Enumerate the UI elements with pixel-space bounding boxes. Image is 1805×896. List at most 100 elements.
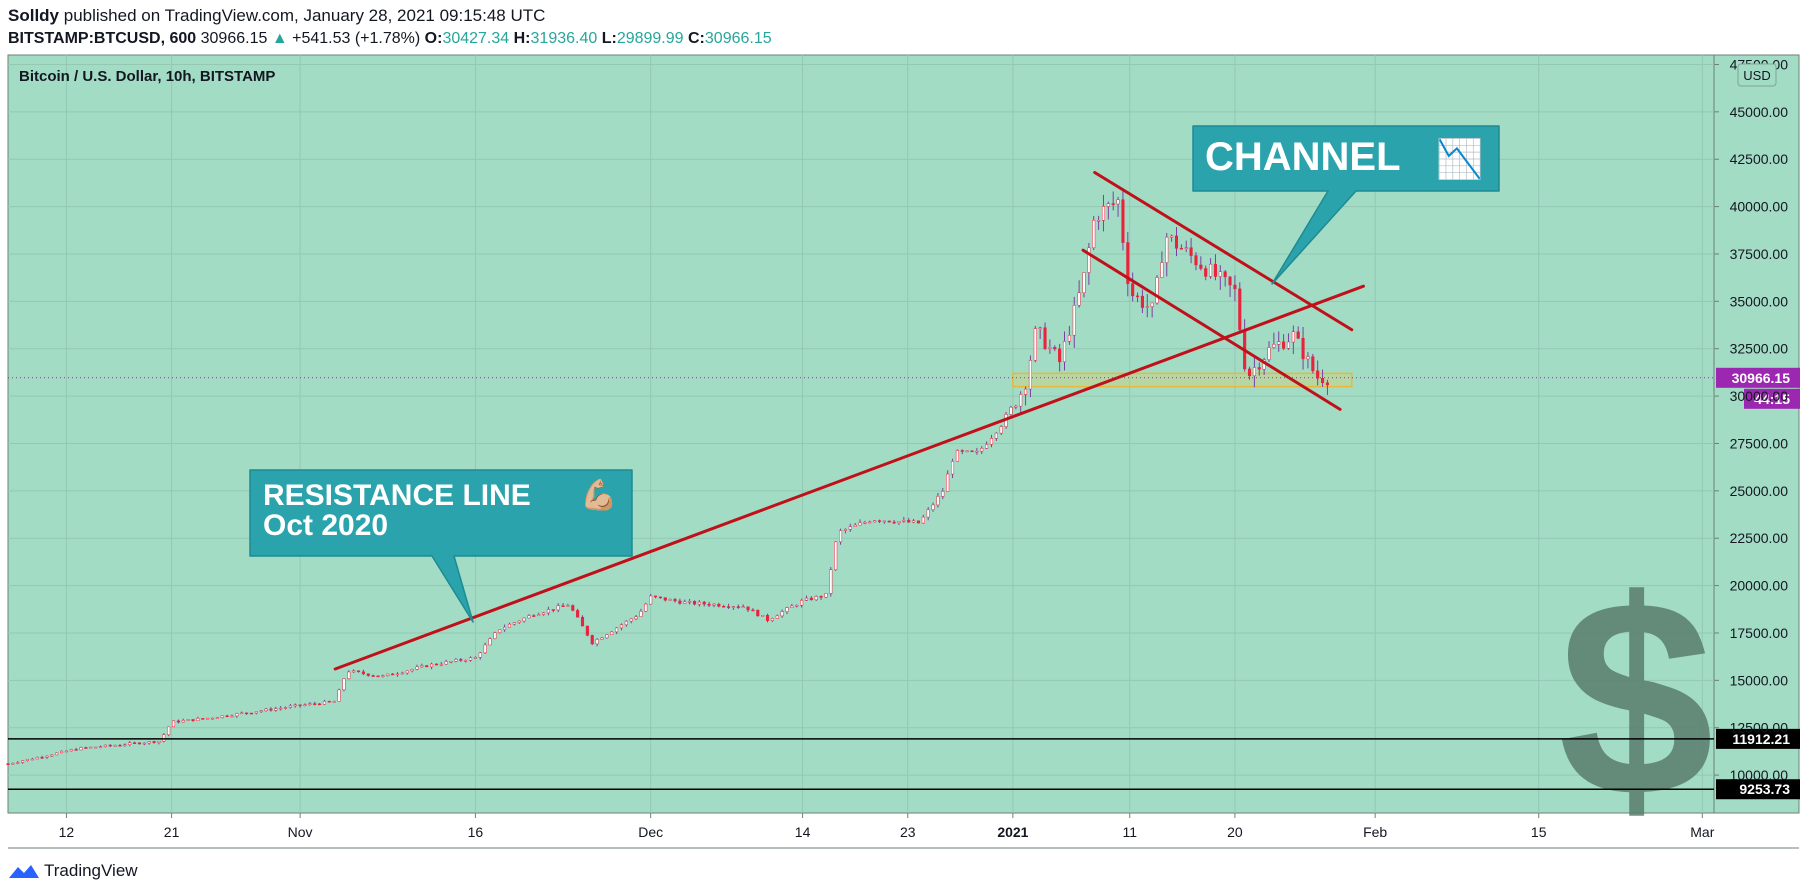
candle-down xyxy=(765,614,770,621)
candle-up xyxy=(498,629,502,633)
candle-up xyxy=(1014,405,1018,408)
candle-up xyxy=(181,720,185,723)
resistance-line xyxy=(333,284,1365,671)
candle-down xyxy=(361,671,365,675)
candle-down xyxy=(1058,348,1062,363)
candle-down xyxy=(1228,276,1232,286)
y-tick-label: 35000.00 xyxy=(1730,293,1789,309)
x-tick-label: Mar xyxy=(1690,824,1714,840)
candle-up xyxy=(215,717,219,719)
candle-up xyxy=(1116,199,1120,205)
candle-up xyxy=(610,631,614,635)
y-tick-label: 22500.00 xyxy=(1730,530,1789,546)
callouts: RESISTANCE LINE 💪🏼 Oct 2020 CHANNEL 📉 xyxy=(249,125,1500,623)
candle-down xyxy=(318,703,322,706)
candle-down xyxy=(74,749,78,751)
candle-up xyxy=(542,612,546,615)
y-tick-label: 37500.00 xyxy=(1730,246,1789,262)
countdown-label: 44:15 xyxy=(1754,391,1790,407)
tradingview-footer[interactable]: TradingView xyxy=(8,861,138,881)
candle-up xyxy=(688,600,692,603)
candle-up xyxy=(1067,334,1071,342)
candle-up xyxy=(220,715,224,718)
price-axis[interactable]: 10000.00 12500.00 15000.00 17500.00 20000.00… xyxy=(1714,56,1788,783)
candle-up xyxy=(308,703,312,705)
candle-up xyxy=(619,624,624,629)
candle-up xyxy=(955,450,959,462)
candle-up xyxy=(1160,262,1164,278)
x-tick-label: 15 xyxy=(1531,824,1547,840)
candle-up xyxy=(950,461,955,475)
candle-down xyxy=(1296,331,1300,339)
author-name[interactable]: Solldy xyxy=(8,6,60,25)
candle-up xyxy=(503,626,507,630)
candle-up xyxy=(1062,341,1067,363)
x-tick-label: 12 xyxy=(59,824,75,840)
candle-up xyxy=(873,520,877,523)
level-label-bg xyxy=(1716,728,1800,749)
candle-up xyxy=(1048,347,1052,349)
candle-up xyxy=(60,750,64,754)
candle-down xyxy=(571,605,575,611)
x-tick-label: 23 xyxy=(900,824,916,840)
candle-up xyxy=(147,741,151,744)
candle-up xyxy=(1072,304,1076,336)
candle-up xyxy=(994,432,998,439)
candle-up xyxy=(210,717,215,720)
candle-up xyxy=(931,504,935,510)
candle-down xyxy=(1111,203,1115,205)
chart-title: Bitcoin / U.S. Dollar, 10h, BITSTAMP xyxy=(19,68,275,85)
candle-up xyxy=(230,715,234,718)
candle-up xyxy=(89,746,93,749)
candle-down xyxy=(249,712,253,715)
candle-up xyxy=(985,444,989,449)
candle-up xyxy=(824,593,828,598)
candle-up xyxy=(352,670,356,673)
tradingview-brand: TradingView xyxy=(44,861,138,880)
candle-up xyxy=(882,520,886,523)
candle-up xyxy=(142,742,146,745)
candle-up xyxy=(128,742,132,745)
candle-down xyxy=(1238,288,1242,331)
candle-down xyxy=(916,520,921,524)
last-price-label: 30966.15 xyxy=(1732,370,1791,386)
candle-up xyxy=(965,450,969,453)
candle-up xyxy=(946,473,950,492)
candle-down xyxy=(1325,382,1329,386)
publish-info: Solldy published on TradingView.com, Jan… xyxy=(8,6,545,26)
candle-up xyxy=(780,611,784,617)
resistance-callout-box xyxy=(249,469,633,623)
candle-up xyxy=(16,762,20,764)
candle-up xyxy=(123,744,127,746)
candle-up xyxy=(337,689,341,702)
channel-upper xyxy=(1093,170,1354,332)
candle-up xyxy=(254,711,258,714)
candle-up xyxy=(94,746,98,749)
y-tick-label: 45000.00 xyxy=(1730,104,1789,120)
support-zone xyxy=(1012,372,1353,388)
dollar-watermark: $ xyxy=(1558,543,1714,855)
candle-up xyxy=(240,712,244,715)
candle-down xyxy=(1233,284,1237,290)
candle-up xyxy=(814,596,818,601)
candle-up xyxy=(800,600,804,606)
candle-up xyxy=(624,620,628,626)
candle-up xyxy=(804,597,809,601)
candle-up xyxy=(1170,235,1174,238)
candle-down xyxy=(1121,199,1125,243)
candle-up xyxy=(1101,206,1106,221)
currency-badge[interactable] xyxy=(1737,63,1777,87)
candle-up xyxy=(853,524,857,527)
candle-up xyxy=(167,726,171,736)
x-tick-label: 20 xyxy=(1227,824,1243,840)
time-axis[interactable]: 12 21 Nov 16 Dec 14 23 2021 11 20 Feb 15 Mar xyxy=(59,813,1715,840)
candle-down xyxy=(391,673,395,676)
candle-up xyxy=(483,644,487,654)
candle-down xyxy=(970,450,974,453)
candle-down xyxy=(1043,327,1047,349)
y-tick-label: 20000.00 xyxy=(1730,578,1789,594)
candle-up xyxy=(1252,367,1256,377)
candle-up xyxy=(507,623,512,628)
candle-up xyxy=(444,661,448,665)
